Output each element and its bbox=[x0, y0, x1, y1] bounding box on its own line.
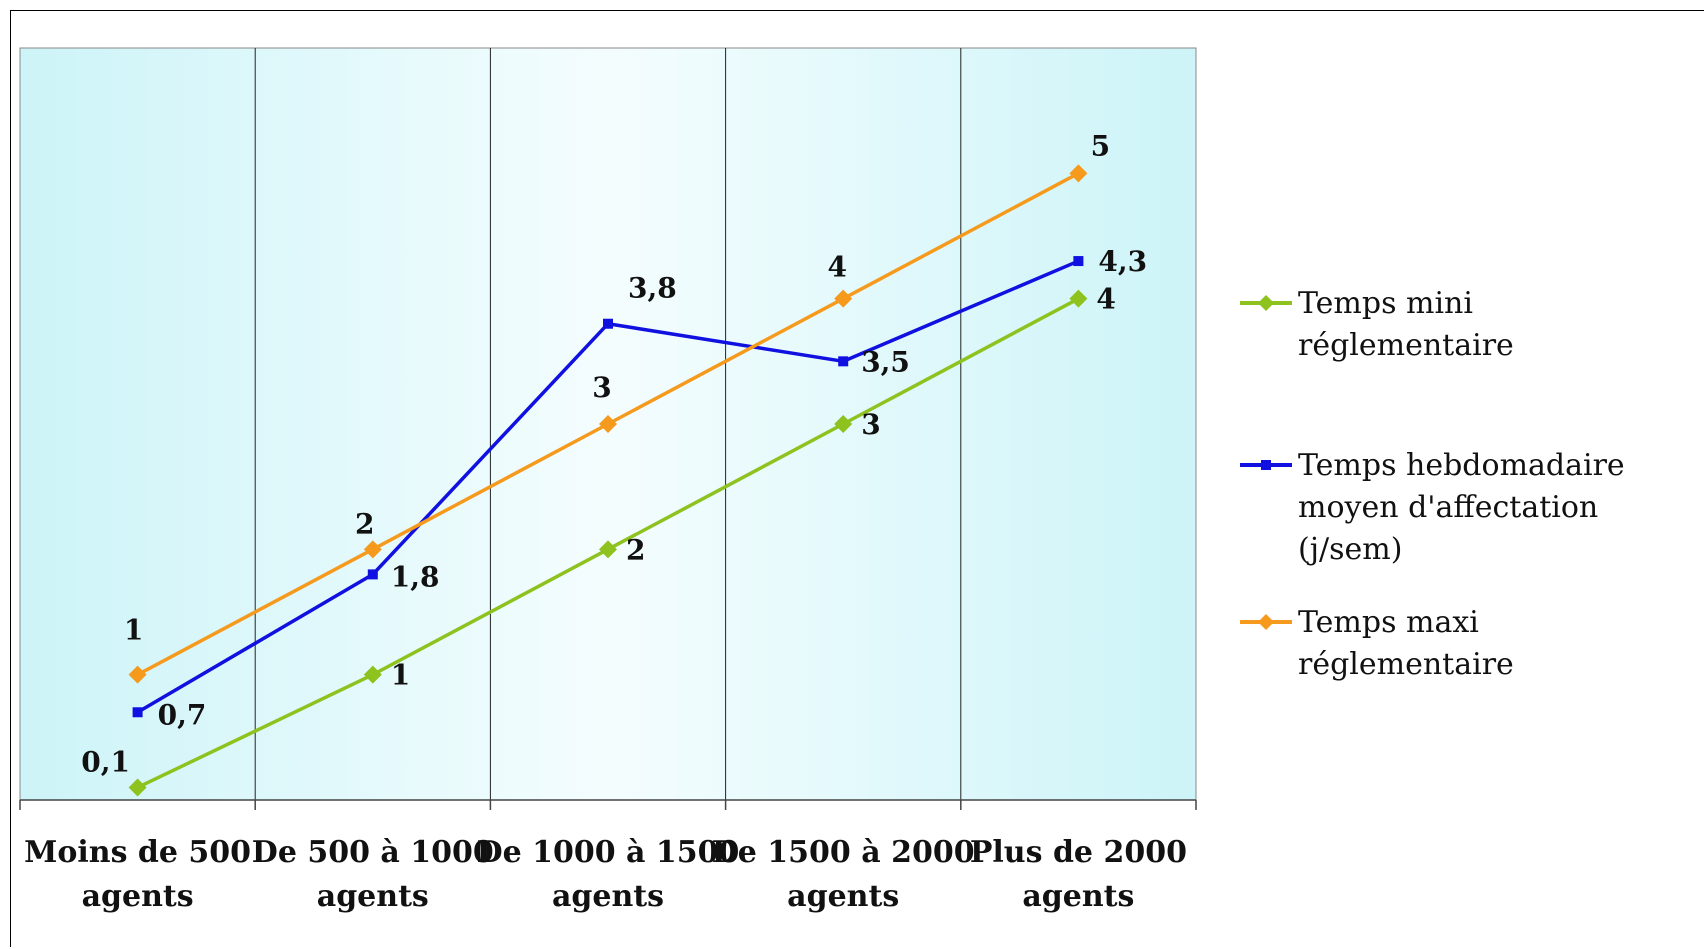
series-point bbox=[1069, 164, 1088, 183]
x-tick-label: agents bbox=[82, 879, 194, 914]
data-label: 3,5 bbox=[861, 345, 910, 378]
series-point bbox=[603, 318, 613, 329]
x-tick-label: Plus de 2000 bbox=[970, 835, 1187, 870]
x-tick-label: De 1000 à 1500 bbox=[477, 835, 740, 870]
x-tick-label: agents bbox=[317, 879, 429, 914]
data-label: 4 bbox=[827, 251, 846, 284]
legend-label: réglementaire bbox=[1298, 328, 1514, 363]
data-label: 3 bbox=[592, 371, 611, 404]
x-axis: Moins de 500 agents De 500 à 1000 agents De … bbox=[19, 799, 1197, 914]
data-label: 0,7 bbox=[158, 698, 207, 731]
series-point bbox=[363, 540, 382, 559]
series-point bbox=[367, 569, 378, 580]
legend-swatch-marker bbox=[1261, 460, 1271, 470]
data-label: 0,1 bbox=[81, 745, 130, 778]
x-tick-label: De 500 à 1000 bbox=[252, 835, 494, 870]
series-point bbox=[128, 778, 147, 797]
series-point bbox=[838, 356, 849, 367]
series-point bbox=[128, 665, 147, 684]
series-point bbox=[1069, 289, 1088, 308]
legend-label: moyen d'affectation bbox=[1298, 490, 1598, 525]
series-point bbox=[132, 707, 143, 718]
chart-frame bbox=[10, 10, 1704, 947]
series-point bbox=[363, 665, 382, 684]
x-tick-label: De 1500 à 2000 bbox=[712, 835, 975, 870]
data-label: 4 bbox=[1096, 283, 1115, 316]
series-point bbox=[834, 289, 853, 308]
series-point bbox=[834, 415, 853, 433]
data-label-layer: 0,1 1 2 3 4 0,7 1,8 3,8 3,5 4,3 1 2 3 4 5 bbox=[81, 129, 1147, 778]
grid-layer bbox=[254, 48, 962, 800]
legend-swatch-marker bbox=[1258, 295, 1274, 311]
x-tick-label: agents bbox=[787, 879, 899, 914]
x-tick-label: Moins de 500 bbox=[24, 835, 251, 870]
series-point bbox=[599, 540, 617, 559]
legend-label: réglementaire bbox=[1298, 647, 1514, 682]
data-label: 5 bbox=[1091, 129, 1110, 162]
x-tick-label: agents bbox=[1022, 879, 1134, 914]
legend-swatch-marker bbox=[1258, 614, 1274, 630]
series-point bbox=[599, 415, 617, 433]
data-label: 4,3 bbox=[1098, 245, 1147, 278]
series-point bbox=[1073, 256, 1084, 267]
legend-label: Temps mini bbox=[1298, 286, 1473, 321]
legend-label: Temps hebdomadaire bbox=[1298, 448, 1625, 483]
data-label: 2 bbox=[626, 533, 645, 566]
legend: Temps mini réglementaire Temps hebdomadair… bbox=[1240, 286, 1625, 682]
data-label: 1,8 bbox=[391, 560, 440, 593]
x-tick-label: agents bbox=[552, 879, 664, 914]
data-label: 3 bbox=[861, 408, 880, 441]
data-label: 2 bbox=[355, 507, 374, 540]
data-label: 3,8 bbox=[628, 272, 677, 305]
data-label: 1 bbox=[391, 659, 410, 692]
series-layer bbox=[128, 164, 1088, 797]
legend-label: (j/sem) bbox=[1298, 532, 1402, 567]
data-label: 1 bbox=[124, 614, 143, 647]
legend-label: Temps maxi bbox=[1298, 605, 1479, 640]
